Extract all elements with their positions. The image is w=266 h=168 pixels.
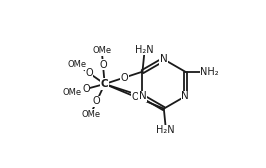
Text: O: O bbox=[120, 73, 128, 83]
Text: OMe: OMe bbox=[92, 46, 111, 55]
Text: O: O bbox=[82, 84, 90, 94]
Text: OMe: OMe bbox=[68, 60, 87, 69]
Text: OMe: OMe bbox=[81, 110, 100, 119]
Text: N: N bbox=[181, 91, 189, 101]
Text: OMe: OMe bbox=[63, 88, 82, 97]
Text: H₂N: H₂N bbox=[156, 125, 175, 135]
Text: H₂N: H₂N bbox=[135, 45, 153, 55]
Text: O: O bbox=[85, 68, 93, 78]
Text: O: O bbox=[99, 60, 107, 70]
Text: O: O bbox=[93, 96, 100, 106]
Text: O: O bbox=[132, 92, 139, 102]
Text: NH₂: NH₂ bbox=[200, 67, 219, 77]
Text: N: N bbox=[139, 91, 146, 101]
Text: C: C bbox=[101, 79, 109, 89]
Text: N: N bbox=[160, 54, 168, 64]
